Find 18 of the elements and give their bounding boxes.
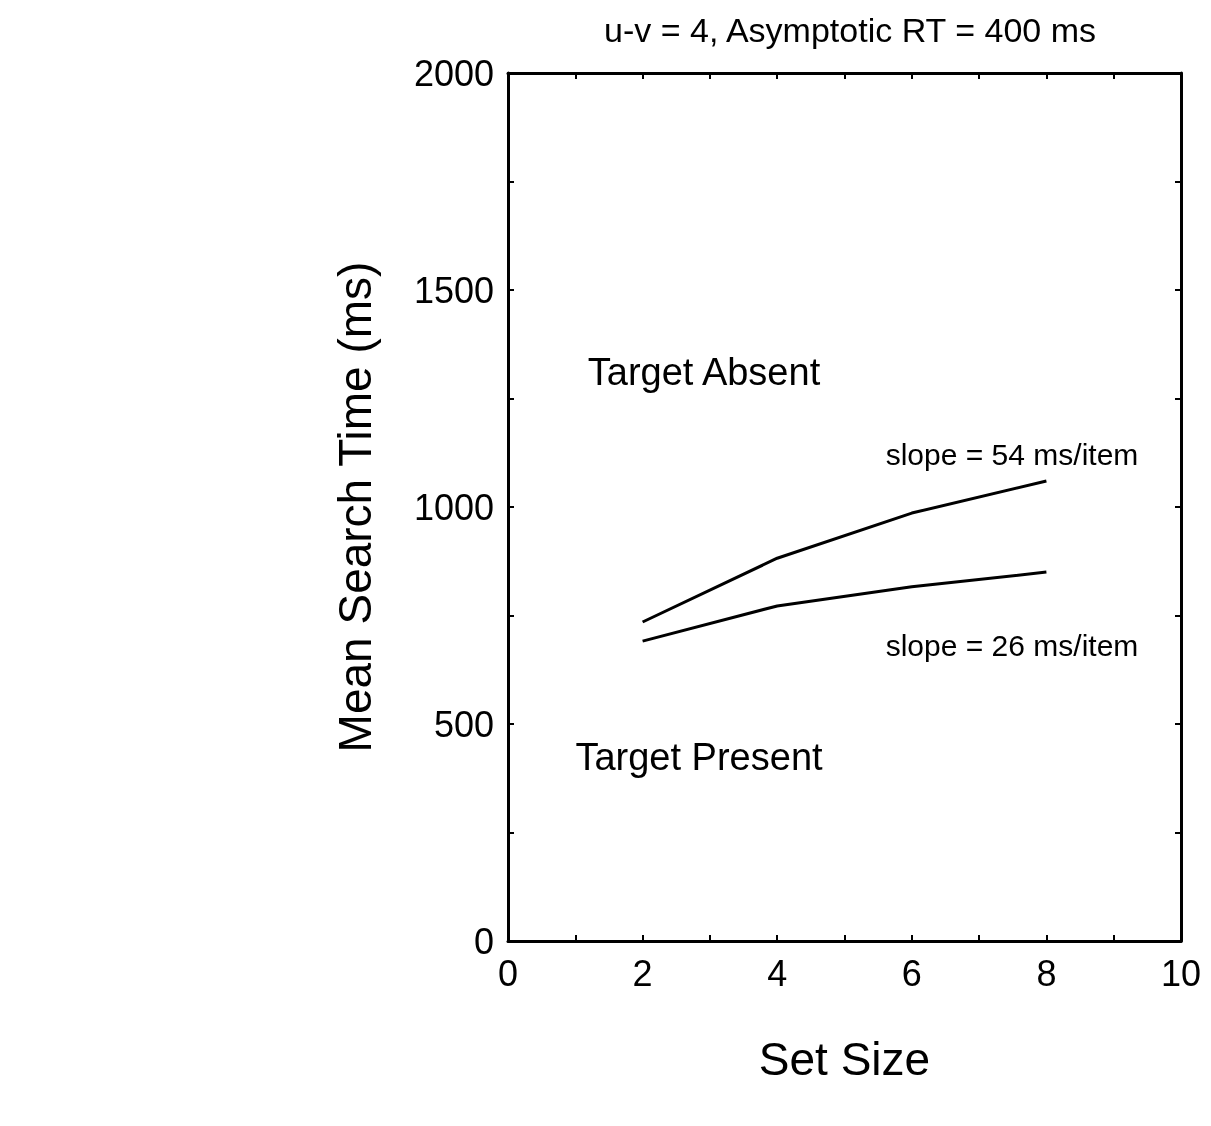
y-tick-label: 2000	[413, 52, 494, 94]
y-tick-label: 0	[473, 920, 494, 962]
line-series	[641, 479, 1048, 624]
annotation: slope = 54 ms/item	[885, 437, 1139, 471]
x-tick-label: 10	[1160, 952, 1202, 994]
annotation: slope = 26 ms/item	[885, 628, 1139, 662]
y-tick-label: 1500	[413, 269, 494, 311]
x-tick-label: 2	[632, 952, 653, 994]
chart-title: u-v = 4, Asymptotic RT = 400 ms	[604, 11, 1096, 49]
annotation: Target Present	[575, 736, 823, 778]
x-tick-label: 6	[901, 952, 922, 994]
x-tick-label: 4	[767, 952, 788, 994]
x-tick-label: 8	[1036, 952, 1057, 994]
annotation: Target Absent	[587, 351, 821, 393]
x-axis-title: Set Size	[758, 1033, 931, 1085]
y-tick-label: 1000	[413, 486, 494, 528]
y-axis-title: Mean Search Time (ms)	[329, 261, 381, 753]
y-tick-label: 500	[433, 703, 494, 745]
